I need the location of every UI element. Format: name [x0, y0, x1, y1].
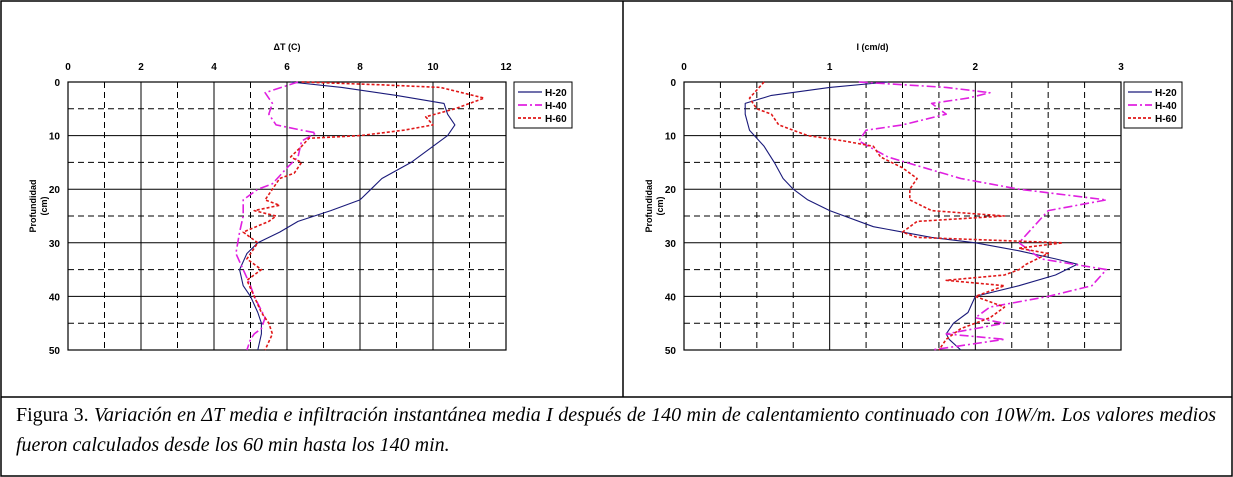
legend: H-20 H-40 H-60	[513, 81, 573, 129]
x-tick-label: 0	[65, 62, 71, 73]
legend-label-h-20: H-20	[1155, 88, 1177, 99]
legend-label-h-60: H-60	[1155, 114, 1177, 125]
y-tick-label: 50	[49, 346, 61, 357]
x-tick-label: 2	[138, 62, 144, 73]
y-axis-label: Profundidad(cm)	[28, 180, 49, 233]
legend-label-h-60: H-60	[545, 114, 567, 125]
series-line-h-60	[242, 81, 485, 351]
legend-label-h-40: H-40	[545, 101, 567, 112]
y-tick-label: 10	[665, 132, 677, 143]
figure-caption: Figura 3. Variación en ΔT media e infilt…	[16, 400, 1216, 460]
plot-area-border	[683, 81, 1122, 351]
series-line-h-60	[748, 81, 1064, 351]
y-axis-label-line: (cm)	[39, 196, 49, 215]
x-axis-label: I (cm/d)	[856, 42, 888, 52]
x-tick-label: 12	[500, 62, 512, 73]
y-tick-label: 40	[665, 292, 677, 303]
x-tick-label: 0	[681, 62, 687, 73]
x-tick-label: 6	[284, 62, 290, 73]
x-tick-label: 10	[427, 62, 439, 73]
y-tick-label: 40	[49, 292, 61, 303]
legend-label-h-40: H-40	[1155, 101, 1177, 112]
x-tick-label: 2	[973, 62, 979, 73]
y-tick-label: 20	[665, 185, 677, 196]
legend: H-20 H-40 H-60	[1123, 81, 1183, 129]
y-axis-label-line: Profundidad	[28, 180, 38, 233]
y-tick-label: 30	[665, 239, 677, 250]
x-tick-label: 3	[1118, 62, 1124, 73]
caption-prefix: Figura 3.	[16, 404, 94, 426]
y-tick-label: 30	[49, 239, 61, 250]
y-axis-label: Profundidad(cm)	[644, 180, 665, 233]
series-line-h-20	[239, 81, 456, 351]
x-tick-label: 4	[211, 62, 217, 73]
chart-delta-t: 0 2 4 6 8 10 12 0 10 20 30 40 50 ΔT (C) Profundidad(cm…	[28, 42, 573, 357]
y-tick-label: 20	[49, 185, 61, 196]
legend-label-h-20: H-20	[545, 88, 567, 99]
x-axis-label: ΔT (C)	[274, 42, 301, 52]
x-tick-label: 8	[357, 62, 363, 73]
y-axis-label-line: (cm)	[655, 196, 665, 215]
y-tick-label: 50	[665, 346, 677, 357]
y-tick-label: 10	[49, 132, 61, 143]
series-line-h-40	[235, 81, 317, 351]
x-tick-label: 1	[827, 62, 833, 73]
series-line-h-40	[858, 81, 1108, 351]
y-tick-label: 0	[54, 78, 60, 89]
y-axis-label-line: Profundidad	[644, 180, 654, 233]
plot-area-border	[67, 81, 507, 351]
y-tick-label: 0	[670, 78, 676, 89]
caption-text: Variación en ΔT media e infiltración ins…	[16, 404, 1217, 456]
